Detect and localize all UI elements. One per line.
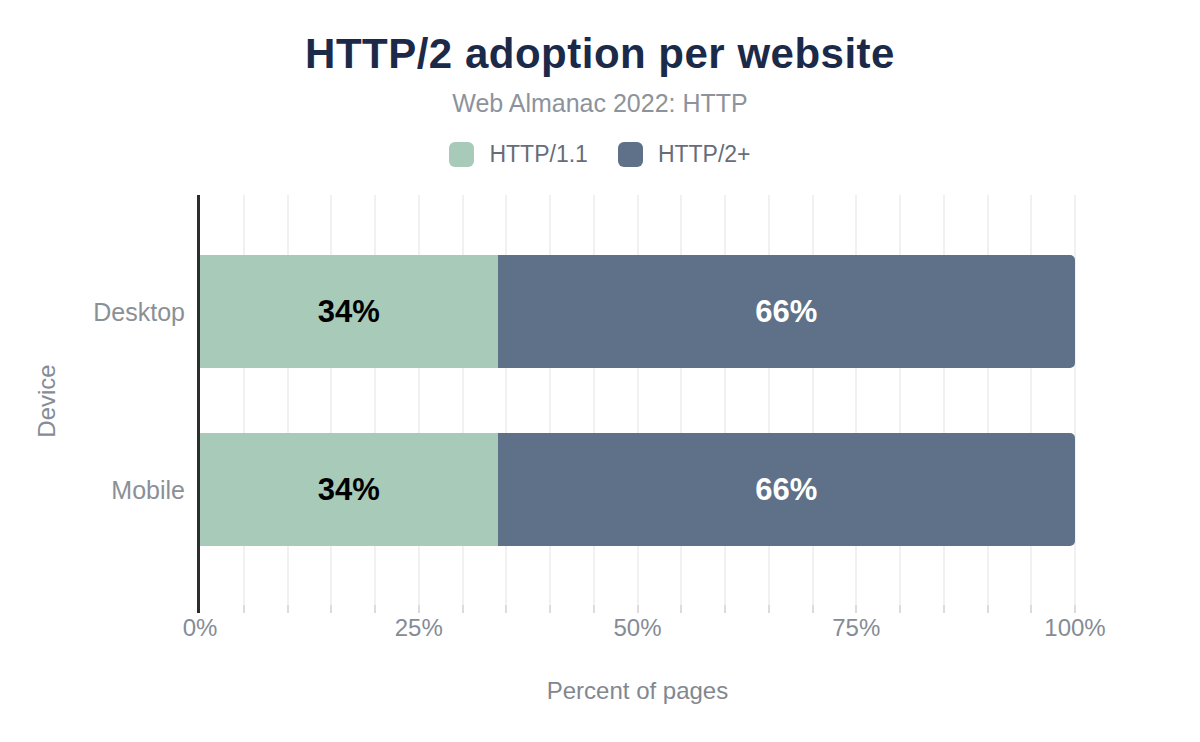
- bar-row-desktop: 34% 66%: [200, 255, 1075, 368]
- x-tick-mark: [1074, 605, 1076, 613]
- chart-container: HTTP/2 adoption per website Web Almanac …: [0, 0, 1200, 742]
- x-tick-label-0: 0%: [183, 614, 218, 642]
- x-tick-mark: [330, 605, 332, 613]
- x-tick-label-25: 25%: [395, 614, 443, 642]
- x-tick-mark: [855, 605, 857, 613]
- x-tick-mark: [899, 605, 901, 613]
- legend-item-http-2-[interactable]: HTTP/2+: [618, 141, 751, 168]
- x-tick-mark: [943, 605, 945, 613]
- bar-value-label: 66%: [755, 472, 817, 508]
- bar-segment-desktop-http-2-[interactable]: 66%: [498, 255, 1076, 368]
- x-tick-mark: [1030, 605, 1032, 613]
- x-tick-mark: [768, 605, 770, 613]
- bar-segment-desktop-http-1-1[interactable]: 34%: [200, 255, 498, 368]
- bar-segment-mobile-http-1-1[interactable]: 34%: [200, 433, 498, 546]
- x-tick-mark: [987, 605, 989, 613]
- x-tick-mark: [462, 605, 464, 613]
- bar-value-label: 34%: [318, 294, 380, 330]
- x-tick-mark: [680, 605, 682, 613]
- bar-value-label: 66%: [755, 294, 817, 330]
- legend-item-http-1-1[interactable]: HTTP/1.1: [449, 141, 587, 168]
- chart-subtitle: Web Almanac 2022: HTTP: [0, 89, 1200, 118]
- legend-label: HTTP/1.1: [489, 141, 587, 168]
- x-tick-mark: [374, 605, 376, 613]
- x-tick-mark: [505, 605, 507, 613]
- x-tick-label-75: 75%: [832, 614, 880, 642]
- x-tick-mark: [418, 605, 420, 613]
- bar-row-mobile: 34% 66%: [200, 433, 1075, 546]
- legend-swatch: [618, 142, 643, 167]
- legend-label: HTTP/2+: [658, 141, 751, 168]
- legend: HTTP/1.1 HTTP/2+: [0, 141, 1200, 168]
- x-tick-mark: [549, 605, 551, 613]
- bar-segment-mobile-http-2-[interactable]: 66%: [498, 433, 1076, 546]
- x-tick-mark: [724, 605, 726, 613]
- x-tick-label-50: 50%: [613, 614, 661, 642]
- category-label-desktop: Desktop: [0, 297, 185, 326]
- x-tick-mark: [243, 605, 245, 613]
- y-axis-title: Device: [33, 364, 61, 437]
- x-tick-mark: [637, 605, 639, 613]
- chart-title: HTTP/2 adoption per website: [0, 30, 1200, 78]
- x-tick-mark: [593, 605, 595, 613]
- x-tick-mark: [287, 605, 289, 613]
- bar-value-label: 34%: [318, 472, 380, 508]
- category-label-mobile: Mobile: [0, 475, 185, 504]
- legend-swatch: [449, 142, 474, 167]
- x-axis-title: Percent of pages: [200, 677, 1075, 705]
- plot-area: 34%66%34%66% 0%25%50%75%100%: [200, 195, 1075, 608]
- x-tick-mark: [812, 605, 814, 613]
- x-tick-label-100: 100%: [1044, 614, 1105, 642]
